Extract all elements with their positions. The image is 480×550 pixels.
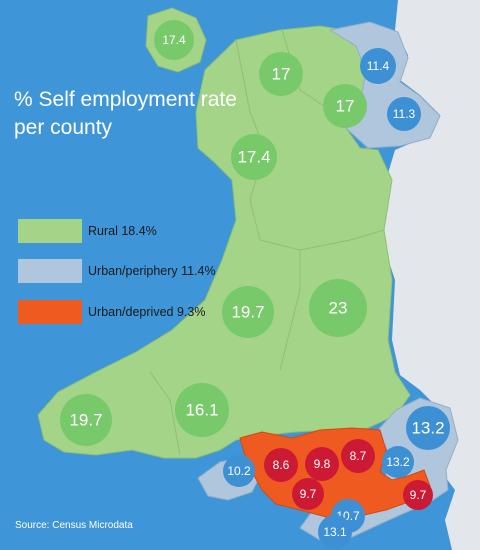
county-bubble-label: 17.4 xyxy=(237,148,270,167)
county-bubble-circle xyxy=(231,134,277,180)
county-bubble-circle xyxy=(60,394,112,446)
county-bubble: 9.8 xyxy=(305,447,339,481)
county-bubble-circle xyxy=(223,455,255,487)
county-bubble: 16.1 xyxy=(175,383,229,437)
county-bubble-circle xyxy=(382,446,414,478)
county-bubble: 13.1 xyxy=(318,515,352,549)
county-bubble-label: 8.7 xyxy=(350,449,367,463)
county-bubble-label: 9.7 xyxy=(410,488,427,502)
county-bubble: 9.7 xyxy=(403,480,433,510)
county-bubble: 23 xyxy=(309,279,367,337)
county-bubble-circle xyxy=(259,52,303,96)
county-bubble-label: 19.7 xyxy=(69,411,102,430)
county-bubble-circle xyxy=(406,406,450,450)
county-bubble-label: 13.2 xyxy=(411,419,444,438)
county-bubble: 13.2 xyxy=(406,406,450,450)
county-bubble: 17.4 xyxy=(154,20,194,60)
county-bubble-label: 11.3 xyxy=(393,107,416,121)
county-bubble-circle xyxy=(175,383,229,437)
county-bubble-label: 8.6 xyxy=(273,458,290,472)
county-bubble-label: 13.2 xyxy=(386,455,410,469)
county-bubble-circle xyxy=(305,447,339,481)
county-bubble: 11.4 xyxy=(360,48,396,84)
county-bubble: 8.6 xyxy=(264,448,298,482)
county-bubble-label: 13.1 xyxy=(323,525,347,539)
county-bubble: 17.4 xyxy=(231,134,277,180)
england-landmass xyxy=(380,0,480,550)
county-bubble-circle xyxy=(387,97,421,131)
county-bubble-circle xyxy=(292,478,324,510)
county-bubble-circle xyxy=(341,439,375,473)
legend-label-urban-periphery: Urban/periphery 11.4% xyxy=(88,264,216,278)
county-bubble-circle xyxy=(309,279,367,337)
county-bubble-label: 9.8 xyxy=(314,457,331,471)
source-note: Source: Census Microdata xyxy=(15,520,133,531)
county-bubble-circle xyxy=(318,515,352,549)
county-bubble: 13.2 xyxy=(382,446,414,478)
map-title: % Self employment rate per county xyxy=(14,88,237,139)
county-bubble: 19.7 xyxy=(222,286,274,338)
legend-item-urban-periphery: Urban/periphery 11.4% xyxy=(18,258,216,284)
county-bubble-circle xyxy=(222,286,274,338)
county-bubble-label: 17 xyxy=(336,97,355,116)
county-bubble: 17 xyxy=(259,52,303,96)
bubble-layer: 17.4 17 17 17.4 19.7 23 19.7 16.1 11.4 11.3 13.2 13… xyxy=(60,20,450,549)
county-bubble: 10.2 xyxy=(223,455,255,487)
county-bubble-label: 9.7 xyxy=(300,487,317,501)
county-bubble: 8.7 xyxy=(341,439,375,473)
legend-swatch-urban-deprived xyxy=(18,300,82,324)
county-bubble-label: 23 xyxy=(329,299,348,318)
county-bubble: 11.3 xyxy=(387,97,421,131)
county-bubble-label: 10.2 xyxy=(227,464,251,478)
county-bubble: 19.7 xyxy=(60,394,112,446)
county-bubble-circle xyxy=(403,480,433,510)
legend-label-rural: Rural 18.4% xyxy=(88,224,157,238)
county-bubble-label: 11.4 xyxy=(367,59,390,73)
county-bubble: 9.7 xyxy=(292,478,324,510)
legend-item-rural: Rural 18.4% xyxy=(18,218,157,244)
county-bubble-circle xyxy=(323,84,367,128)
county-bubble-circle xyxy=(264,448,298,482)
county-bubble-label: 17.4 xyxy=(162,33,186,47)
county-bubble-label: 19.7 xyxy=(231,303,264,322)
county-bubble-label: 17 xyxy=(272,65,291,84)
county-bubble-circle xyxy=(154,20,194,60)
legend-swatch-rural xyxy=(18,219,82,243)
county-bubble-circle xyxy=(360,48,396,84)
legend-label-urban-deprived: Urban/deprived 9.3% xyxy=(88,305,206,319)
county-bubble: 17 xyxy=(323,84,367,128)
legend-item-urban-deprived: Urban/deprived 9.3% xyxy=(18,299,205,325)
county-bubble-label: 16.1 xyxy=(185,401,218,420)
legend-swatch-urban-periphery xyxy=(18,259,82,283)
